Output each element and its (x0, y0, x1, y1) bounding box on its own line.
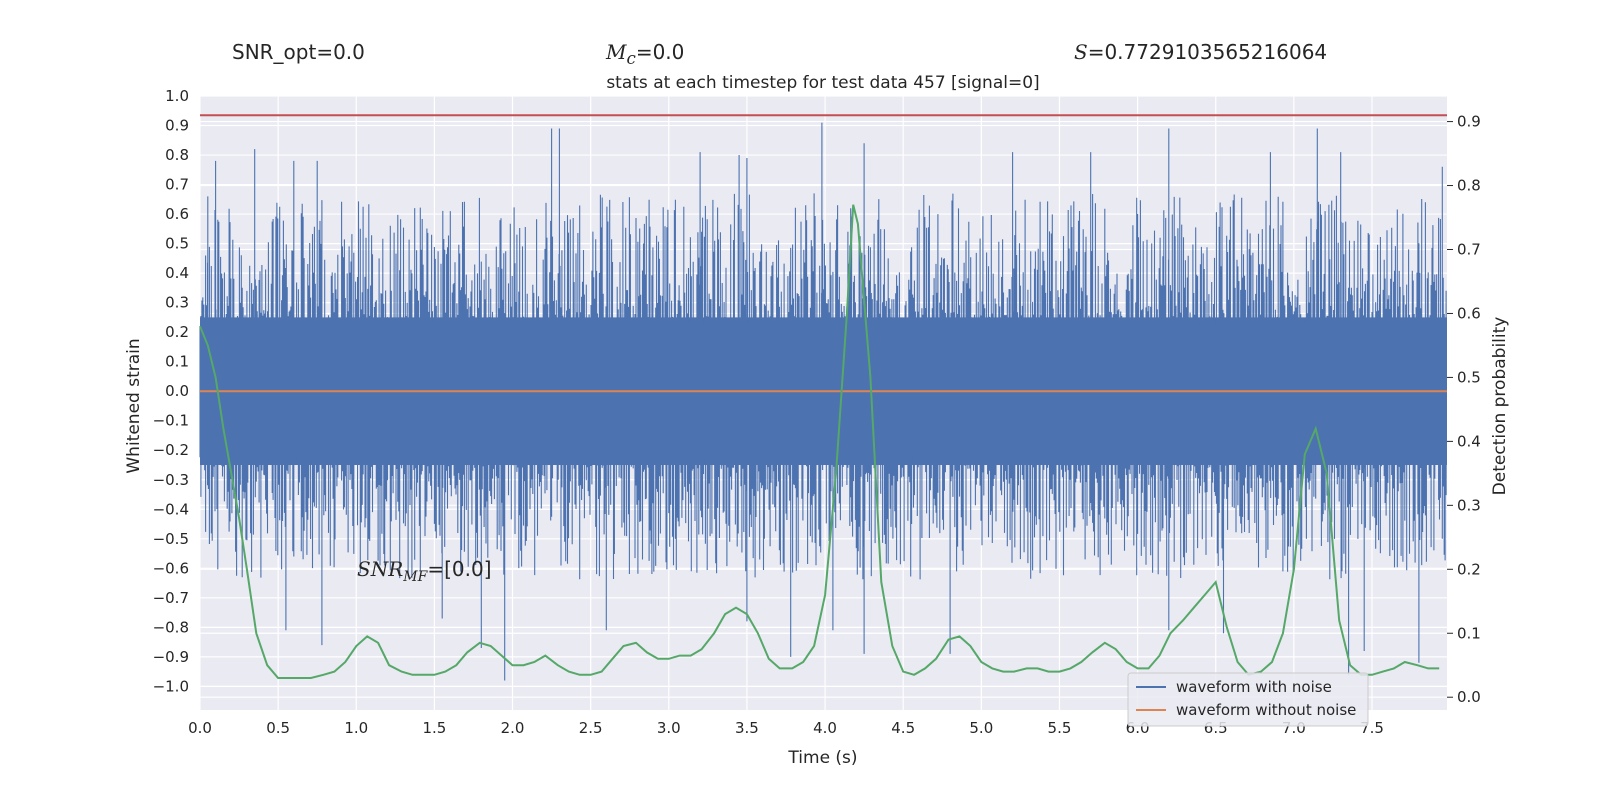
y2-tick-label: 0.2 (1457, 560, 1481, 578)
snr-mf-annotation: SNRMF=[0.0] (357, 557, 492, 585)
x-axis-ticks: 0.0 0.5 1.0 1.5 2.0 2.5 3.0 3.5 4.0 4.5 5.0 5.5 6.0 6… (188, 719, 1384, 737)
y2-tick-label: 0.9 (1457, 113, 1481, 131)
snr-mf-prefix: SNR (357, 557, 403, 581)
snr-mf-value: =[0.0] (427, 557, 491, 581)
x-tick-label: 1.5 (422, 719, 446, 737)
chirp-mass-subscript: c (626, 49, 636, 68)
legend-box (1127, 672, 1369, 727)
x-tick-label: 0.5 (266, 719, 290, 737)
y-tick-label: 0.7 (165, 176, 189, 194)
y2-tick-label: 0.7 (1457, 241, 1481, 259)
y-tick-label: −0.9 (153, 648, 189, 666)
y-tick-label: −0.4 (153, 500, 189, 518)
y-tick-label: 0.1 (165, 353, 189, 371)
y2-tick-label: 0.0 (1457, 688, 1481, 706)
y-tick-label: 0.6 (165, 205, 189, 223)
y2-axis-label: Detection probability (1490, 317, 1510, 496)
y2-tick-label: 0.5 (1457, 368, 1481, 386)
y-tick-label: −0.5 (153, 530, 189, 548)
x-tick-label: 2.0 (501, 719, 525, 737)
x-tick-label: 4.0 (813, 719, 837, 737)
chart-title: stats at each timestep for test data 457… (606, 73, 1039, 93)
y2-tick-label: 0.8 (1457, 177, 1481, 195)
y2-tick-label: 0.1 (1457, 624, 1481, 642)
y-tick-label: −0.6 (153, 559, 189, 577)
snr-mf-subscript: MF (402, 569, 428, 585)
y-tick-label: 0.2 (165, 323, 189, 341)
score-symbol: S (1074, 40, 1088, 64)
chirp-mass-value: =0.0 (635, 40, 685, 64)
y2-tick-label: 0.6 (1457, 304, 1481, 322)
y2-axis-ticks: 0.9 0.8 0.7 0.6 0.5 0.4 0.3 0.2 0.1 0.0 (1447, 113, 1481, 706)
legend-label-noise: waveform with noise (1176, 678, 1332, 696)
y-axis-ticks: 1.0 0.9 0.8 0.7 0.6 0.5 0.4 0.3 0.2 0.1 0.0 −0.1 −0.… (153, 87, 189, 695)
x-tick-label: 1.0 (344, 719, 368, 737)
series-detection-probability (199, 204, 1440, 679)
legend: waveform with noise waveform without noi… (1127, 672, 1369, 727)
y-tick-label: −0.7 (153, 589, 189, 607)
y-tick-label: −0.3 (153, 471, 189, 489)
y-tick-label: 0.4 (165, 264, 189, 282)
x-tick-label: 0.0 (188, 719, 212, 737)
x-tick-label: 3.0 (657, 719, 681, 737)
y-tick-label: 0.0 (165, 382, 189, 400)
y-tick-label: 0.9 (165, 117, 189, 135)
y2-tick-label: 0.4 (1457, 432, 1481, 450)
y-axis-label: Whitened strain (124, 338, 144, 473)
x-tick-label: 5.0 (969, 719, 993, 737)
y-tick-label: 1.0 (165, 87, 189, 105)
y-tick-label: 0.5 (165, 235, 189, 253)
y-tick-label: 0.3 (165, 294, 189, 312)
y-tick-label: −0.8 (153, 618, 189, 636)
x-tick-label: 5.5 (1048, 719, 1072, 737)
y-tick-label: −0.2 (153, 441, 189, 459)
snr-opt-label: SNR_opt=0.0 (232, 40, 365, 64)
x-tick-label: 4.5 (891, 719, 915, 737)
y2-tick-label: 0.3 (1457, 496, 1481, 514)
chirp-mass-label: Mc=0.0 (606, 40, 684, 68)
y-tick-label: −1.0 (153, 677, 189, 695)
y-tick-label: 0.8 (165, 146, 189, 164)
x-tick-label: 3.5 (735, 719, 759, 737)
x-axis-label: Time (s) (787, 748, 857, 768)
score-label: S=0.7729103565216064 (1074, 40, 1327, 64)
legend-label-clean: waveform without noise (1176, 701, 1356, 719)
x-tick-label: 2.5 (579, 719, 603, 737)
score-value: =0.7729103565216064 (1087, 40, 1328, 64)
chirp-mass-symbol: M (606, 40, 627, 64)
y-tick-label: −0.1 (153, 412, 189, 430)
probability-trace (199, 204, 1440, 679)
